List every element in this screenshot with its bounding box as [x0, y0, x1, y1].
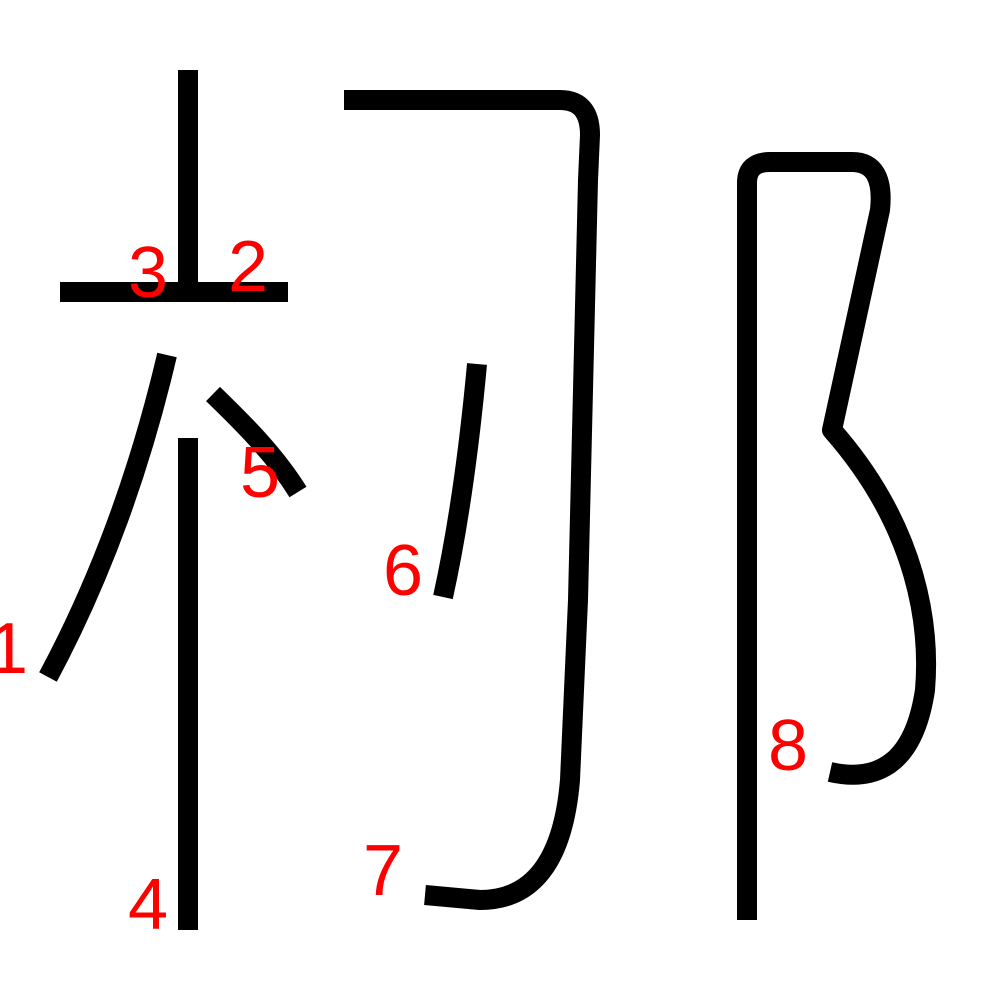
stroke-number-4: 4: [128, 865, 168, 945]
stroke-short-vertical: [433, 363, 487, 600]
stroke-number-8: 8: [768, 706, 808, 786]
stroke-number-2: 2: [228, 227, 268, 307]
stroke-number-5: 5: [240, 433, 280, 513]
stroke-number-7: 7: [363, 831, 403, 911]
stroke-number-3: 3: [128, 233, 168, 313]
stroke-dot-right: [206, 386, 307, 498]
stroke-number-6: 6: [383, 531, 423, 611]
stroke-hook-frame: [344, 90, 600, 910]
stroke-number-1: 1: [0, 609, 28, 689]
stroke-left-falling: [39, 352, 177, 682]
stroke-ear-radical: [737, 152, 937, 920]
